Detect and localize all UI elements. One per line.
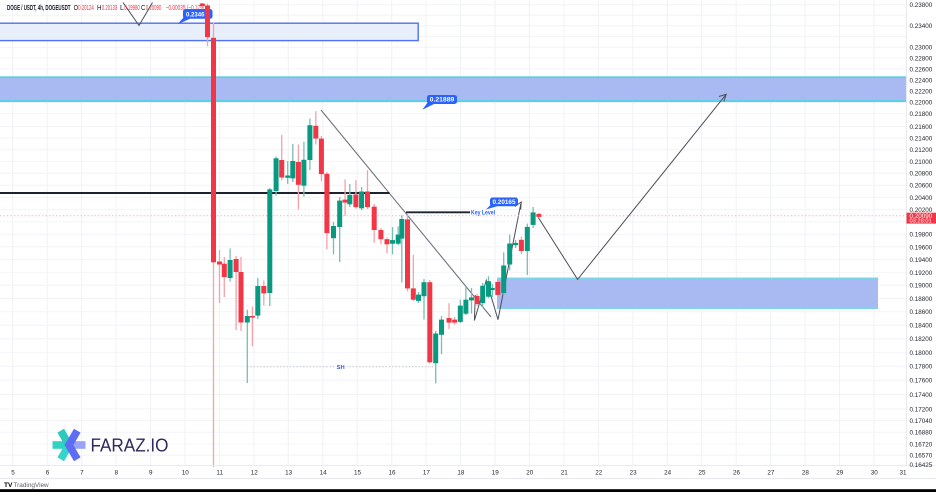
- svg-text:0.17600: 0.17600: [910, 378, 933, 385]
- svg-text:9: 9: [149, 469, 153, 476]
- svg-text:18: 18: [457, 469, 465, 476]
- svg-text:25: 25: [698, 469, 706, 476]
- svg-text:7: 7: [80, 469, 84, 476]
- svg-text:0.20400: 0.20400: [910, 195, 933, 202]
- svg-text:8: 8: [115, 469, 119, 476]
- svg-text:21: 21: [561, 469, 569, 476]
- svg-text:FARAZ.IO: FARAZ.IO: [91, 435, 169, 456]
- svg-text:0.18000: 0.18000: [910, 350, 933, 357]
- svg-text:0.21400: 0.21400: [910, 136, 933, 143]
- svg-text:0.21200: 0.21200: [910, 147, 933, 154]
- svg-text:0.23800: 0.23800: [910, 2, 933, 9]
- svg-text:0.22400: 0.22400: [910, 77, 933, 84]
- svg-text:5: 5: [11, 469, 15, 476]
- svg-text:12: 12: [251, 469, 259, 476]
- svg-text:20: 20: [526, 469, 534, 476]
- svg-text:28: 28: [802, 469, 810, 476]
- svg-text:14: 14: [320, 469, 328, 476]
- svg-text:0.19200: 0.19200: [910, 270, 933, 277]
- svg-text:0.17800: 0.17800: [910, 364, 933, 371]
- svg-text:10: 10: [182, 469, 190, 476]
- svg-text:23: 23: [630, 469, 638, 476]
- svg-text:31: 31: [899, 469, 907, 476]
- svg-text:0.19800: 0.19800: [910, 232, 933, 239]
- svg-text:0.17200: 0.17200: [910, 406, 933, 413]
- svg-text:19: 19: [492, 469, 500, 476]
- svg-text:0.23400: 0.23400: [910, 23, 933, 30]
- svg-text:30: 30: [871, 469, 879, 476]
- svg-text:0.20800: 0.20800: [910, 171, 933, 178]
- svg-text:0.20090: 0.20090: [146, 5, 162, 12]
- svg-text:11: 11: [216, 469, 223, 476]
- svg-text:0.21800: 0.21800: [910, 111, 933, 118]
- svg-text:0.20124: 0.20124: [78, 5, 94, 12]
- svg-text:0.18600: 0.18600: [910, 309, 933, 316]
- svg-text:6: 6: [46, 469, 50, 476]
- svg-text:0.21889: 0.21889: [430, 97, 455, 104]
- svg-text:0.20600: 0.20600: [910, 183, 933, 190]
- svg-text:0.22600: 0.22600: [910, 66, 933, 73]
- svg-text:0.21000: 0.21000: [910, 159, 933, 166]
- svg-text:22: 22: [595, 469, 603, 476]
- svg-text:24: 24: [664, 469, 672, 476]
- svg-text:0.21600: 0.21600: [910, 124, 933, 131]
- svg-text:16: 16: [388, 469, 396, 476]
- svg-text:0.16880: 0.16880: [910, 430, 933, 437]
- svg-text:0.19980: 0.19980: [124, 5, 140, 12]
- svg-text:0.16720: 0.16720: [910, 441, 933, 448]
- svg-text:03:28:01: 03:28:01: [910, 219, 932, 225]
- svg-text:0.16425: 0.16425: [910, 462, 933, 469]
- svg-text:DOGE / USDT, 4h, DOGEUSDT: DOGE / USDT, 4h, DOGEUSDT: [7, 5, 71, 12]
- svg-text:0.18800: 0.18800: [910, 296, 933, 303]
- svg-text:13: 13: [285, 469, 293, 476]
- svg-text:29: 29: [836, 469, 844, 476]
- svg-text:0.18400: 0.18400: [910, 323, 933, 330]
- svg-text:TradingView: TradingView: [14, 482, 50, 489]
- svg-text:17: 17: [423, 469, 431, 476]
- svg-text:0.22200: 0.22200: [910, 89, 933, 96]
- svg-text:27: 27: [767, 469, 775, 476]
- svg-text:0.20165: 0.20165: [493, 199, 516, 206]
- svg-text:0.22000: 0.22000: [910, 100, 933, 107]
- svg-text:0.17400: 0.17400: [910, 392, 933, 399]
- svg-text:0.2346: 0.2346: [186, 11, 205, 18]
- svg-text:0.16570: 0.16570: [910, 453, 933, 460]
- svg-text:0.19400: 0.19400: [910, 257, 933, 264]
- svg-text:15: 15: [354, 469, 362, 476]
- svg-text:0.20133: 0.20133: [102, 5, 118, 12]
- svg-text:0.23000: 0.23000: [910, 45, 933, 52]
- svg-text:26: 26: [733, 469, 741, 476]
- svg-text:0.19600: 0.19600: [910, 244, 933, 251]
- svg-text:TV: TV: [4, 482, 13, 489]
- svg-text:0.17040: 0.17040: [910, 418, 933, 425]
- svg-text:−0.00035 (−0.17%): −0.00035 (−0.17%): [166, 5, 206, 12]
- svg-text:0.22800: 0.22800: [910, 55, 933, 62]
- svg-text:SH: SH: [337, 365, 345, 371]
- svg-text:0.19000: 0.19000: [910, 283, 933, 290]
- svg-text:0.18200: 0.18200: [910, 336, 933, 343]
